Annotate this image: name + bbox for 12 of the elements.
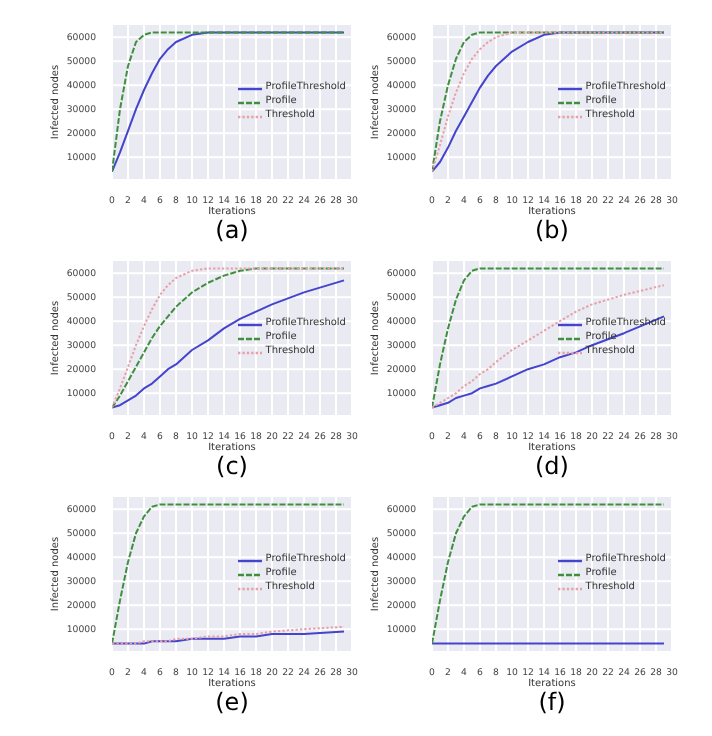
text: (f) — [536, 688, 568, 718]
text: (c) — [214, 452, 250, 482]
text: (e) — [213, 688, 251, 718]
line-series — [112, 630, 345, 645]
line-series — [112, 31, 345, 173]
line-series — [432, 315, 665, 409]
text: (b) — [533, 216, 571, 246]
line-series — [112, 503, 345, 645]
text: (d) — [533, 452, 571, 482]
text: (a) — [213, 216, 251, 246]
line-series — [432, 503, 665, 645]
line-series — [112, 625, 345, 645]
